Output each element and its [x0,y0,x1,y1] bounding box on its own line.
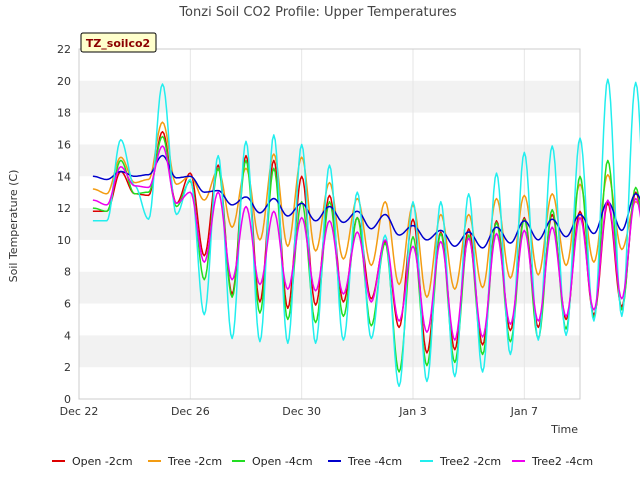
grid-band [79,80,580,113]
y-tick-label: 14 [57,170,71,183]
legend-label: Tree -4cm [347,455,402,468]
series-line-6 [92,145,640,341]
legend-item: Tree2 -2cm [420,455,501,468]
annotation-tag: TZ_soilco2 [80,32,157,53]
legend-label: Open -2cm [72,455,133,468]
y-tick-label: 16 [57,138,71,151]
x-axis-ticks: Dec 22 Dec 26 Dec 30 Jan 3 Jan 7 [60,405,538,418]
grid-bands [79,80,580,368]
series-line-2 [92,121,640,298]
legend: Open -2cm Tree -2cm Open -4cm Tree -4cm Tree… [52,455,593,468]
y-tick-label: 10 [57,234,71,247]
grid-band [79,208,580,240]
legend-item: Tree2 -4cm [512,455,593,468]
series-lines [92,78,640,388]
y-axis-ticks: 0 2 4 6 8 10 12 14 16 18 20 22 [57,43,71,406]
x-tick-label: Jan 7 [510,405,538,418]
y-tick-label: 22 [57,43,71,56]
y-tick-label: 4 [64,329,71,342]
y-axis-label: Soil Temperature (C) [7,170,20,283]
series-line-5 [92,78,640,388]
x-tick-label: Dec 22 [60,405,99,418]
y-tick-label: 6 [64,298,71,311]
y-tick-label: 18 [57,107,71,120]
legend-item: Open -2cm [52,455,133,468]
y-tick-label: 12 [57,202,71,215]
series-line-4 [92,154,640,249]
y-tick-label: 8 [64,266,71,279]
grid-band [79,271,580,304]
x-axis-label: Time [550,423,578,436]
y-tick-label: 2 [64,361,71,374]
grid-band [79,144,580,177]
plot-frame [78,48,581,400]
legend-label: Tree2 -4cm [531,455,593,468]
y-tick-label: 20 [57,75,71,88]
legend-item: Tree -4cm [328,455,402,468]
grid-band [79,335,580,368]
legend-item: Tree -2cm [148,455,222,468]
annotation-tag-label: TZ_soilco2 [86,37,150,50]
legend-item: Open -4cm [232,455,313,468]
x-tick-label: Jan 3 [398,405,426,418]
chart-title: Tonzi Soil CO2 Profile: Upper Temperatur… [178,5,457,20]
legend-label: Tree2 -2cm [439,455,501,468]
legend-label: Tree -2cm [167,455,222,468]
x-tick-label: Dec 26 [171,405,210,418]
x-tick-label: Dec 30 [282,405,321,418]
y-tick-label: 0 [64,393,71,406]
legend-label: Open -4cm [252,455,313,468]
